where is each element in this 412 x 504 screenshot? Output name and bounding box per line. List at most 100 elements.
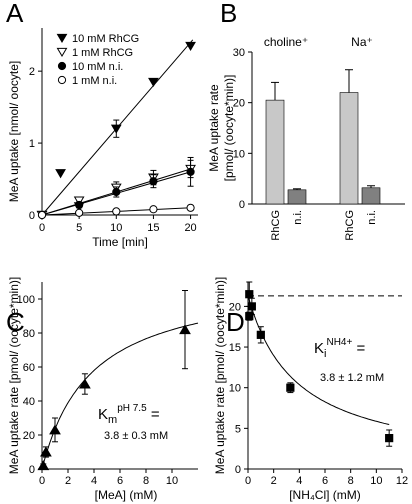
bar-b-2 xyxy=(339,92,359,205)
y-tick-label-a: 2 xyxy=(29,66,35,78)
y-tick-label-c: 60 xyxy=(23,362,35,374)
ki-label-part: NH4+ xyxy=(326,337,352,348)
data-point-a xyxy=(37,210,47,220)
data-point-d xyxy=(385,434,394,443)
legend-label-a-2: 10 mM n.i. xyxy=(72,61,123,73)
data-point-c xyxy=(49,424,61,435)
y-tick-label-d: 15 xyxy=(229,342,241,354)
y-tick-label-c: 100 xyxy=(17,294,35,306)
series-a-3 xyxy=(37,203,195,220)
data-point-d xyxy=(286,383,295,392)
x-tick-label-d: 8 xyxy=(348,475,354,487)
bar-b-0 xyxy=(265,99,285,205)
data-point-a xyxy=(185,41,196,52)
legend-marker-a-2 xyxy=(57,61,67,71)
km-label-part: K xyxy=(98,406,108,423)
category-label-b-3: n.i. xyxy=(366,210,378,225)
km-label-part: = xyxy=(147,406,160,423)
panel-letter-b: B xyxy=(220,0,237,28)
data-point-a xyxy=(186,203,195,212)
fit-curve-c xyxy=(41,322,199,470)
x-tick-label-a: 15 xyxy=(147,222,159,234)
km-label-c: KmpH 7.5 = xyxy=(98,403,160,426)
panel-letter-c: C xyxy=(6,307,25,337)
data-point-a xyxy=(112,187,121,197)
ki-label-part: i xyxy=(324,348,326,360)
data-point-a xyxy=(186,167,195,176)
y-tick-label-b: 0 xyxy=(239,199,245,211)
group-label-b-0: choline⁺ xyxy=(264,35,308,49)
x-tick-label-a: 0 xyxy=(39,222,45,234)
data-point-d xyxy=(245,312,254,321)
y-tick-label-a: 1 xyxy=(29,138,35,150)
data-point-a xyxy=(148,77,159,87)
panel-letter-a: A xyxy=(6,0,24,28)
data-point-a xyxy=(112,207,121,216)
x-tick-label-c: 0 xyxy=(39,475,45,487)
legend-marker-a-0 xyxy=(56,33,68,44)
x-tick-label-c: 8 xyxy=(143,475,149,487)
data-point-a xyxy=(75,200,84,210)
ki-label-part: = xyxy=(352,340,365,357)
fit-curve-d xyxy=(247,295,390,425)
data-point-d xyxy=(247,302,256,311)
panel-a: A 0 5 10 15 20 0 1 2 Time [min] MeA uptake [nmol/ … xyxy=(6,0,198,249)
y-axis-label-c: MeA uptake rate [pmol/ (oocyte*min)] xyxy=(7,277,21,474)
category-label-b-0: RhCG xyxy=(270,210,282,241)
y-tick-label-d: 10 xyxy=(229,383,241,395)
x-tick-label-d: 0 xyxy=(245,475,251,487)
x-tick-label-d: 10 xyxy=(370,475,382,487)
y-axis-label-b-line2: [pmol/ (oocyte*min)] xyxy=(222,75,236,182)
data-point-c xyxy=(40,446,52,457)
x-tick-label-a: 5 xyxy=(76,222,82,234)
legend-label-a-0: 10 mM RhCG xyxy=(72,33,139,45)
ki-label-part: K xyxy=(314,340,324,357)
y-tick-label-d: 5 xyxy=(235,423,241,435)
x-axis-label-c: [MeA] (mM) xyxy=(95,488,158,502)
legend-marker-a-1 xyxy=(56,47,68,58)
x-tick-label-c: 2 xyxy=(65,475,71,487)
x-axis-label-d: [NH₄Cl] (mM) xyxy=(289,488,361,502)
data-point-a xyxy=(110,124,122,134)
y-tick-label-d: 0 xyxy=(235,464,241,476)
category-label-b-2: RhCG xyxy=(344,210,356,241)
km-label-part: m xyxy=(108,414,117,426)
data-point-a xyxy=(55,169,66,179)
data-point-c xyxy=(37,460,50,471)
panel-d: D 0 2 4 6 8 10 12 0 5 10 15 20 [NH₄Cl] (mM) MeA uptake… xyxy=(213,277,408,502)
bar-b-1 xyxy=(287,189,307,205)
data-point-c xyxy=(179,324,191,335)
y-tick-label-c: 40 xyxy=(23,396,35,408)
y-tick-label-c: 20 xyxy=(23,430,35,442)
legend-label-a-3: 1 mM n.i. xyxy=(72,75,117,87)
ki-value-d: 3.8 ± 1.2 mM xyxy=(320,372,384,384)
panel-letter-d: D xyxy=(226,307,245,337)
panel-b: B 0 10 20 30 MeA uptake rate [pmol/ (oocyte*mi… xyxy=(207,0,405,241)
y-axis-label-b-line1: MeA uptake rate xyxy=(207,84,221,172)
data-point-a xyxy=(149,177,158,186)
bar-b-3 xyxy=(361,187,381,205)
km-value-c: 3.8 ± 0.3 mM xyxy=(104,430,168,442)
y-axis-label-d: MeA uptake rate [pmol/ (oocyte*min)] xyxy=(213,277,227,474)
group-label-b-1: Na⁺ xyxy=(351,35,373,49)
legend-marker-a-3 xyxy=(57,75,67,85)
x-tick-label-d: 2 xyxy=(271,475,277,487)
x-tick-label-d: 12 xyxy=(396,475,408,487)
ki-label-d: KiNH4+ = xyxy=(314,337,365,360)
x-tick-label-c: 6 xyxy=(117,475,123,487)
x-tick-label-d: 6 xyxy=(322,475,328,487)
y-tick-label-a: 0 xyxy=(29,210,35,222)
data-point-d xyxy=(256,330,265,339)
x-tick-label-d: 4 xyxy=(296,475,302,487)
y-tick-label-c: 0 xyxy=(29,464,35,476)
y-tick-label-c: 80 xyxy=(23,328,35,340)
y-tick-label-d: 20 xyxy=(229,301,241,313)
data-point-a xyxy=(75,208,84,217)
data-point-c xyxy=(79,378,91,389)
category-label-b-1: n.i. xyxy=(292,210,304,225)
y-tick-label-b: 10 xyxy=(233,148,245,160)
y-axis-label-a: MeA uptake [nmol/ oocyte] xyxy=(7,61,21,202)
x-tick-label-c: 10 xyxy=(166,475,178,487)
